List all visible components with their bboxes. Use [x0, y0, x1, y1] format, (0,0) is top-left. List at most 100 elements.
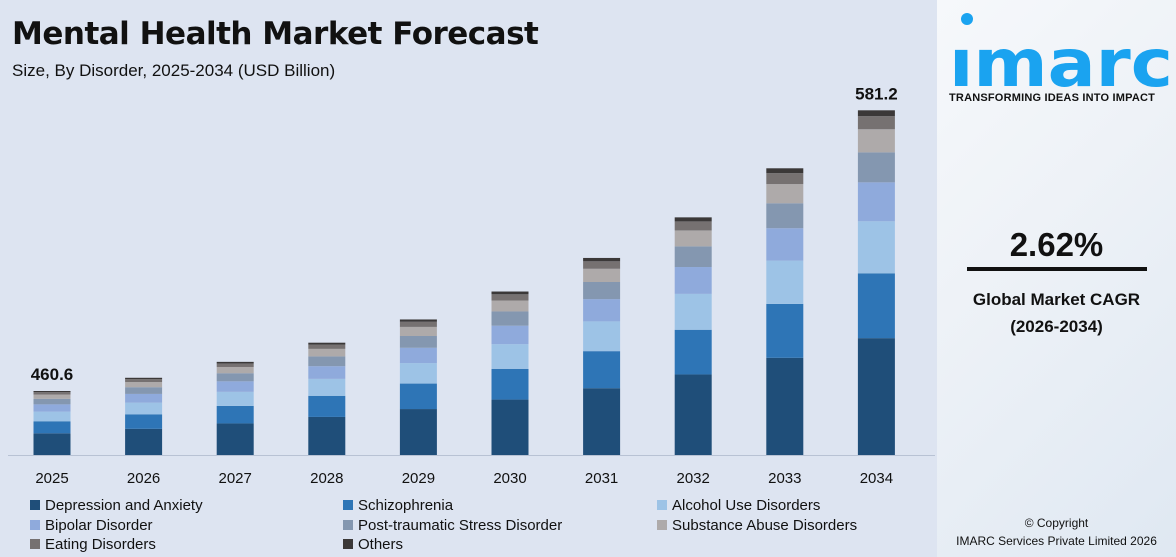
cagr-value: 2.62%	[1009, 226, 1104, 263]
bar-segment-2025-substance-abuse-disorders	[33, 394, 71, 399]
bar-segment-2032-eating-disorders	[674, 221, 712, 231]
bar-segment-2026-eating-disorders	[125, 379, 163, 383]
bar-segment-2033-substance-abuse-disorders	[766, 184, 804, 204]
legend-label: Post-traumatic Stress Disorder	[358, 516, 563, 534]
bar-segment-2031-alcohol-use-disorders	[583, 321, 621, 352]
legend-swatch	[343, 539, 353, 549]
x-tick-label: 2026	[127, 470, 160, 487]
legend-swatch	[30, 539, 40, 549]
x-tick-label: 2031	[585, 470, 618, 487]
copyright-line2: IMARC Services Private Limited 2026	[956, 534, 1157, 548]
bar-segment-2032-others	[674, 217, 712, 222]
bar-segment-2025-schizophrenia	[33, 421, 71, 434]
bar-segment-2026-alcohol-use-disorders	[125, 402, 163, 415]
bar-segment-2028-eating-disorders	[308, 344, 346, 349]
bar-segment-2034-eating-disorders	[857, 116, 895, 130]
imarc-logo: ımarc	[949, 13, 1173, 90]
cagr-label: Global Market CAGR (2026-2034)	[937, 286, 1176, 340]
x-tick-label: 2030	[493, 470, 526, 487]
bar-segment-2030-eating-disorders	[491, 294, 529, 301]
x-tick-label: 2028	[310, 470, 343, 487]
bar-segment-2028-substance-abuse-disorders	[308, 348, 346, 357]
bar-segment-2028-alcohol-use-disorders	[308, 378, 346, 396]
info-panel: ımarc TRANSFORMING IDEAS INTO IMPACT 2.6…	[937, 0, 1176, 557]
bar-segment-2027-alcohol-use-disorders	[216, 391, 254, 406]
bar-segment-2034-bipolar-disorder	[857, 182, 895, 222]
bar-segment-2030-schizophrenia	[491, 368, 529, 400]
bar-segment-2032-bipolar-disorder	[674, 267, 712, 294]
bar-segment-2029-schizophrenia	[399, 383, 437, 410]
legend-swatch	[657, 500, 667, 510]
page-subtitle: Size, By Disorder, 2025-2034 (USD Billio…	[12, 61, 336, 80]
bar-segment-2029-post-traumatic-stress-disorder	[399, 335, 437, 348]
legend-label: Substance Abuse Disorders	[672, 516, 858, 534]
bar-segment-2027-others	[216, 361, 254, 364]
bar-segment-2025-depression-and-anxiety	[33, 433, 71, 455]
legend-swatch	[657, 519, 667, 530]
bar-segment-2033-bipolar-disorder	[766, 228, 804, 261]
bar-segment-2029-alcohol-use-disorders	[399, 363, 437, 384]
bar-segment-2028-depression-and-anxiety	[308, 416, 346, 455]
bar-segment-2031-substance-abuse-disorders	[583, 268, 621, 282]
cagr-divider	[967, 267, 1147, 271]
bar-segment-2027-eating-disorders	[216, 363, 254, 367]
legend-item: Depression and Anxiety	[30, 497, 203, 514]
bar-segment-2025-alcohol-use-disorders	[33, 411, 71, 422]
cagr-label-line1: Global Market CAGR	[972, 290, 1141, 309]
bar-segment-2026-bipolar-disorder	[125, 393, 163, 403]
legend-item: Bipolar Disorder	[30, 517, 153, 534]
bar-segment-2028-schizophrenia	[308, 395, 346, 417]
bar-segment-2031-depression-and-anxiety	[583, 388, 621, 455]
bar-segment-2033-eating-disorders	[766, 173, 804, 185]
legend-label: Alcohol Use Disorders	[672, 497, 821, 514]
legend-item: Schizophrenia	[343, 497, 453, 514]
bar-segment-2031-eating-disorders	[583, 261, 621, 269]
bar-segment-2030-alcohol-use-disorders	[491, 344, 529, 369]
bar-segment-2032-post-traumatic-stress-disorder	[674, 246, 712, 268]
bar-segment-2033-alcohol-use-disorders	[766, 260, 804, 304]
bar-segment-2027-depression-and-anxiety	[216, 423, 254, 455]
bar-segment-2027-substance-abuse-disorders	[216, 366, 254, 374]
bar-segment-2027-post-traumatic-stress-disorder	[216, 373, 254, 382]
bar-segment-2030-substance-abuse-disorders	[491, 300, 529, 312]
bar-segment-2030-post-traumatic-stress-disorder	[491, 311, 529, 326]
page-title: Mental Health Market Forecast	[12, 16, 539, 52]
bar-segment-2032-alcohol-use-disorders	[674, 293, 712, 330]
legend-item: Alcohol Use Disorders	[657, 497, 820, 514]
bar-segment-2034-substance-abuse-disorders	[857, 129, 895, 153]
x-tick-label: 2033	[768, 470, 801, 487]
legend-swatch	[343, 519, 353, 530]
bar-segment-2028-others	[308, 342, 346, 345]
bar-segment-2029-eating-disorders	[399, 321, 437, 327]
x-tick-label: 2025	[35, 470, 68, 487]
bar-segment-2028-post-traumatic-stress-disorder	[308, 356, 346, 367]
svg-text:ımarc: ımarc	[949, 25, 1173, 90]
total-data-label: 460.6	[31, 365, 74, 384]
bar-segment-2027-schizophrenia	[216, 405, 254, 424]
bar-segment-2029-others	[399, 319, 437, 322]
bar-segment-2031-post-traumatic-stress-disorder	[583, 281, 621, 300]
x-tick-label: 2027	[219, 470, 252, 487]
bar-segment-2028-bipolar-disorder	[308, 366, 346, 379]
legend-item: Post-traumatic Stress Disorder	[343, 517, 562, 534]
logo-tagline: TRANSFORMING IDEAS INTO IMPACT	[949, 92, 1156, 104]
bar-segment-2031-others	[583, 257, 621, 262]
bar-segment-2025-others	[33, 391, 71, 393]
legend-label: Bipolar Disorder	[45, 516, 153, 534]
bar-segment-2030-others	[491, 291, 529, 295]
bar-segment-2025-eating-disorders	[33, 392, 71, 395]
legend-item: Substance Abuse Disorders	[657, 517, 857, 534]
bar-segment-2034-alcohol-use-disorders	[857, 221, 895, 274]
bar-segment-2033-schizophrenia	[766, 303, 804, 358]
bar-segment-2032-substance-abuse-disorders	[674, 230, 712, 247]
legend-label: Depression and Anxiety	[45, 497, 203, 514]
total-data-label: 581.2	[855, 84, 898, 103]
legend-swatch	[343, 500, 353, 510]
bar-segment-2029-substance-abuse-disorders	[399, 326, 437, 336]
bar-segment-2032-depression-and-anxiety	[674, 374, 712, 455]
bar-segment-2032-schizophrenia	[674, 329, 712, 375]
bar-segment-2031-bipolar-disorder	[583, 299, 621, 322]
x-tick-label: 2032	[677, 470, 710, 487]
bar-segment-2034-schizophrenia	[857, 273, 895, 339]
bar-segment-2026-others	[125, 377, 163, 380]
